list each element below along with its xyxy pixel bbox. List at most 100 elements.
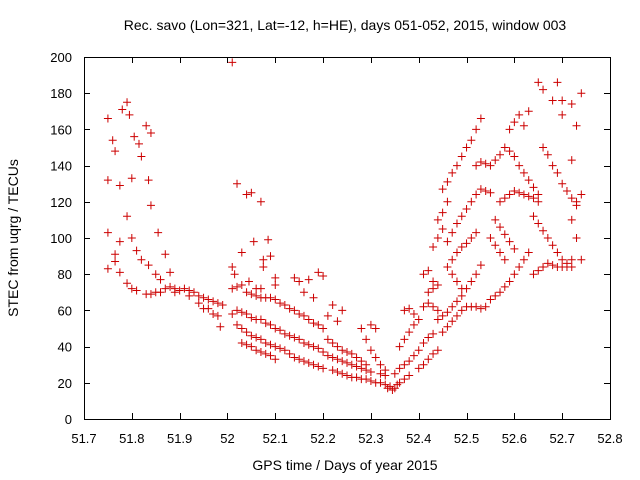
data-point <box>290 273 299 282</box>
data-point <box>510 152 519 161</box>
data-point <box>405 357 414 366</box>
data-point <box>242 288 251 297</box>
data-point <box>400 335 409 344</box>
data-point <box>347 360 356 369</box>
data-point <box>125 110 134 119</box>
data-point <box>271 273 280 282</box>
data-point <box>185 291 194 300</box>
data-point <box>395 378 404 387</box>
data-point <box>366 367 375 376</box>
data-point <box>438 224 447 233</box>
data-point <box>500 194 509 203</box>
data-point <box>352 362 361 371</box>
data-point <box>491 291 500 300</box>
data-point <box>319 348 328 357</box>
data-point <box>228 58 237 67</box>
data-point <box>218 300 227 309</box>
data-point <box>213 299 222 308</box>
data-point <box>491 156 500 165</box>
data-point <box>328 300 337 309</box>
data-point <box>457 243 466 252</box>
data-point <box>472 190 481 199</box>
data-point <box>433 281 442 290</box>
data-point <box>524 107 533 116</box>
data-point <box>548 161 557 170</box>
data-point <box>362 375 371 384</box>
y-tick-label: 60 <box>58 303 72 318</box>
data-point <box>285 349 294 358</box>
data-point <box>247 342 256 351</box>
data-point <box>443 197 452 206</box>
data-point <box>314 362 323 371</box>
data-point <box>472 161 481 170</box>
data-point <box>352 353 361 362</box>
data-point <box>433 346 442 355</box>
data-point <box>247 331 256 340</box>
data-point <box>462 205 471 214</box>
data-point <box>539 85 548 94</box>
data-point <box>452 311 461 320</box>
data-point <box>366 376 375 385</box>
data-point <box>496 197 505 206</box>
data-point <box>304 315 313 324</box>
data-point <box>405 371 414 380</box>
data-point <box>357 357 366 366</box>
data-point <box>295 310 304 319</box>
data-point <box>161 284 170 293</box>
data-point <box>137 255 146 264</box>
data-point <box>111 257 120 266</box>
data-point <box>376 360 385 369</box>
data-point <box>452 219 461 228</box>
data-point <box>548 261 557 270</box>
y-tick-label: 20 <box>58 376 72 391</box>
data-point <box>496 248 505 257</box>
data-point <box>376 369 385 378</box>
data-point <box>510 270 519 279</box>
data-point <box>314 344 323 353</box>
data-point <box>357 324 366 333</box>
data-point <box>166 268 175 277</box>
data-point <box>146 201 155 210</box>
data-point <box>108 136 117 145</box>
data-point <box>252 346 261 355</box>
y-tick-label: 140 <box>50 159 72 174</box>
data-point <box>242 310 251 319</box>
data-point <box>151 270 160 279</box>
data-point <box>496 288 505 297</box>
data-point <box>333 317 342 326</box>
x-tick-label: 52.3 <box>358 431 383 446</box>
data-point <box>424 288 433 297</box>
data-point <box>405 328 414 337</box>
data-point <box>228 262 237 271</box>
data-point <box>567 100 576 109</box>
data-point <box>429 329 438 338</box>
data-point <box>510 186 519 195</box>
data-point <box>256 197 265 206</box>
data-point <box>515 161 524 170</box>
data-point <box>481 186 490 195</box>
data-point <box>209 310 218 319</box>
x-tick-label: 52.8 <box>597 431 622 446</box>
data-point <box>256 348 265 357</box>
data-point <box>515 188 524 197</box>
data-point <box>558 262 567 271</box>
data-point <box>115 268 124 277</box>
x-tick-label: 51.7 <box>71 431 96 446</box>
data-point <box>572 234 581 242</box>
data-point <box>343 348 351 357</box>
data-point <box>486 295 495 304</box>
data-point <box>462 239 471 248</box>
data-point <box>481 302 490 311</box>
data-point <box>448 270 457 279</box>
data-point <box>438 328 447 337</box>
data-point <box>500 255 509 264</box>
data-point <box>395 342 404 351</box>
data-point <box>505 190 514 199</box>
data-point <box>290 333 299 342</box>
data-point <box>558 179 567 188</box>
data-point <box>457 284 466 293</box>
data-point <box>146 290 155 299</box>
data-point <box>276 326 285 335</box>
data-point <box>333 355 342 364</box>
